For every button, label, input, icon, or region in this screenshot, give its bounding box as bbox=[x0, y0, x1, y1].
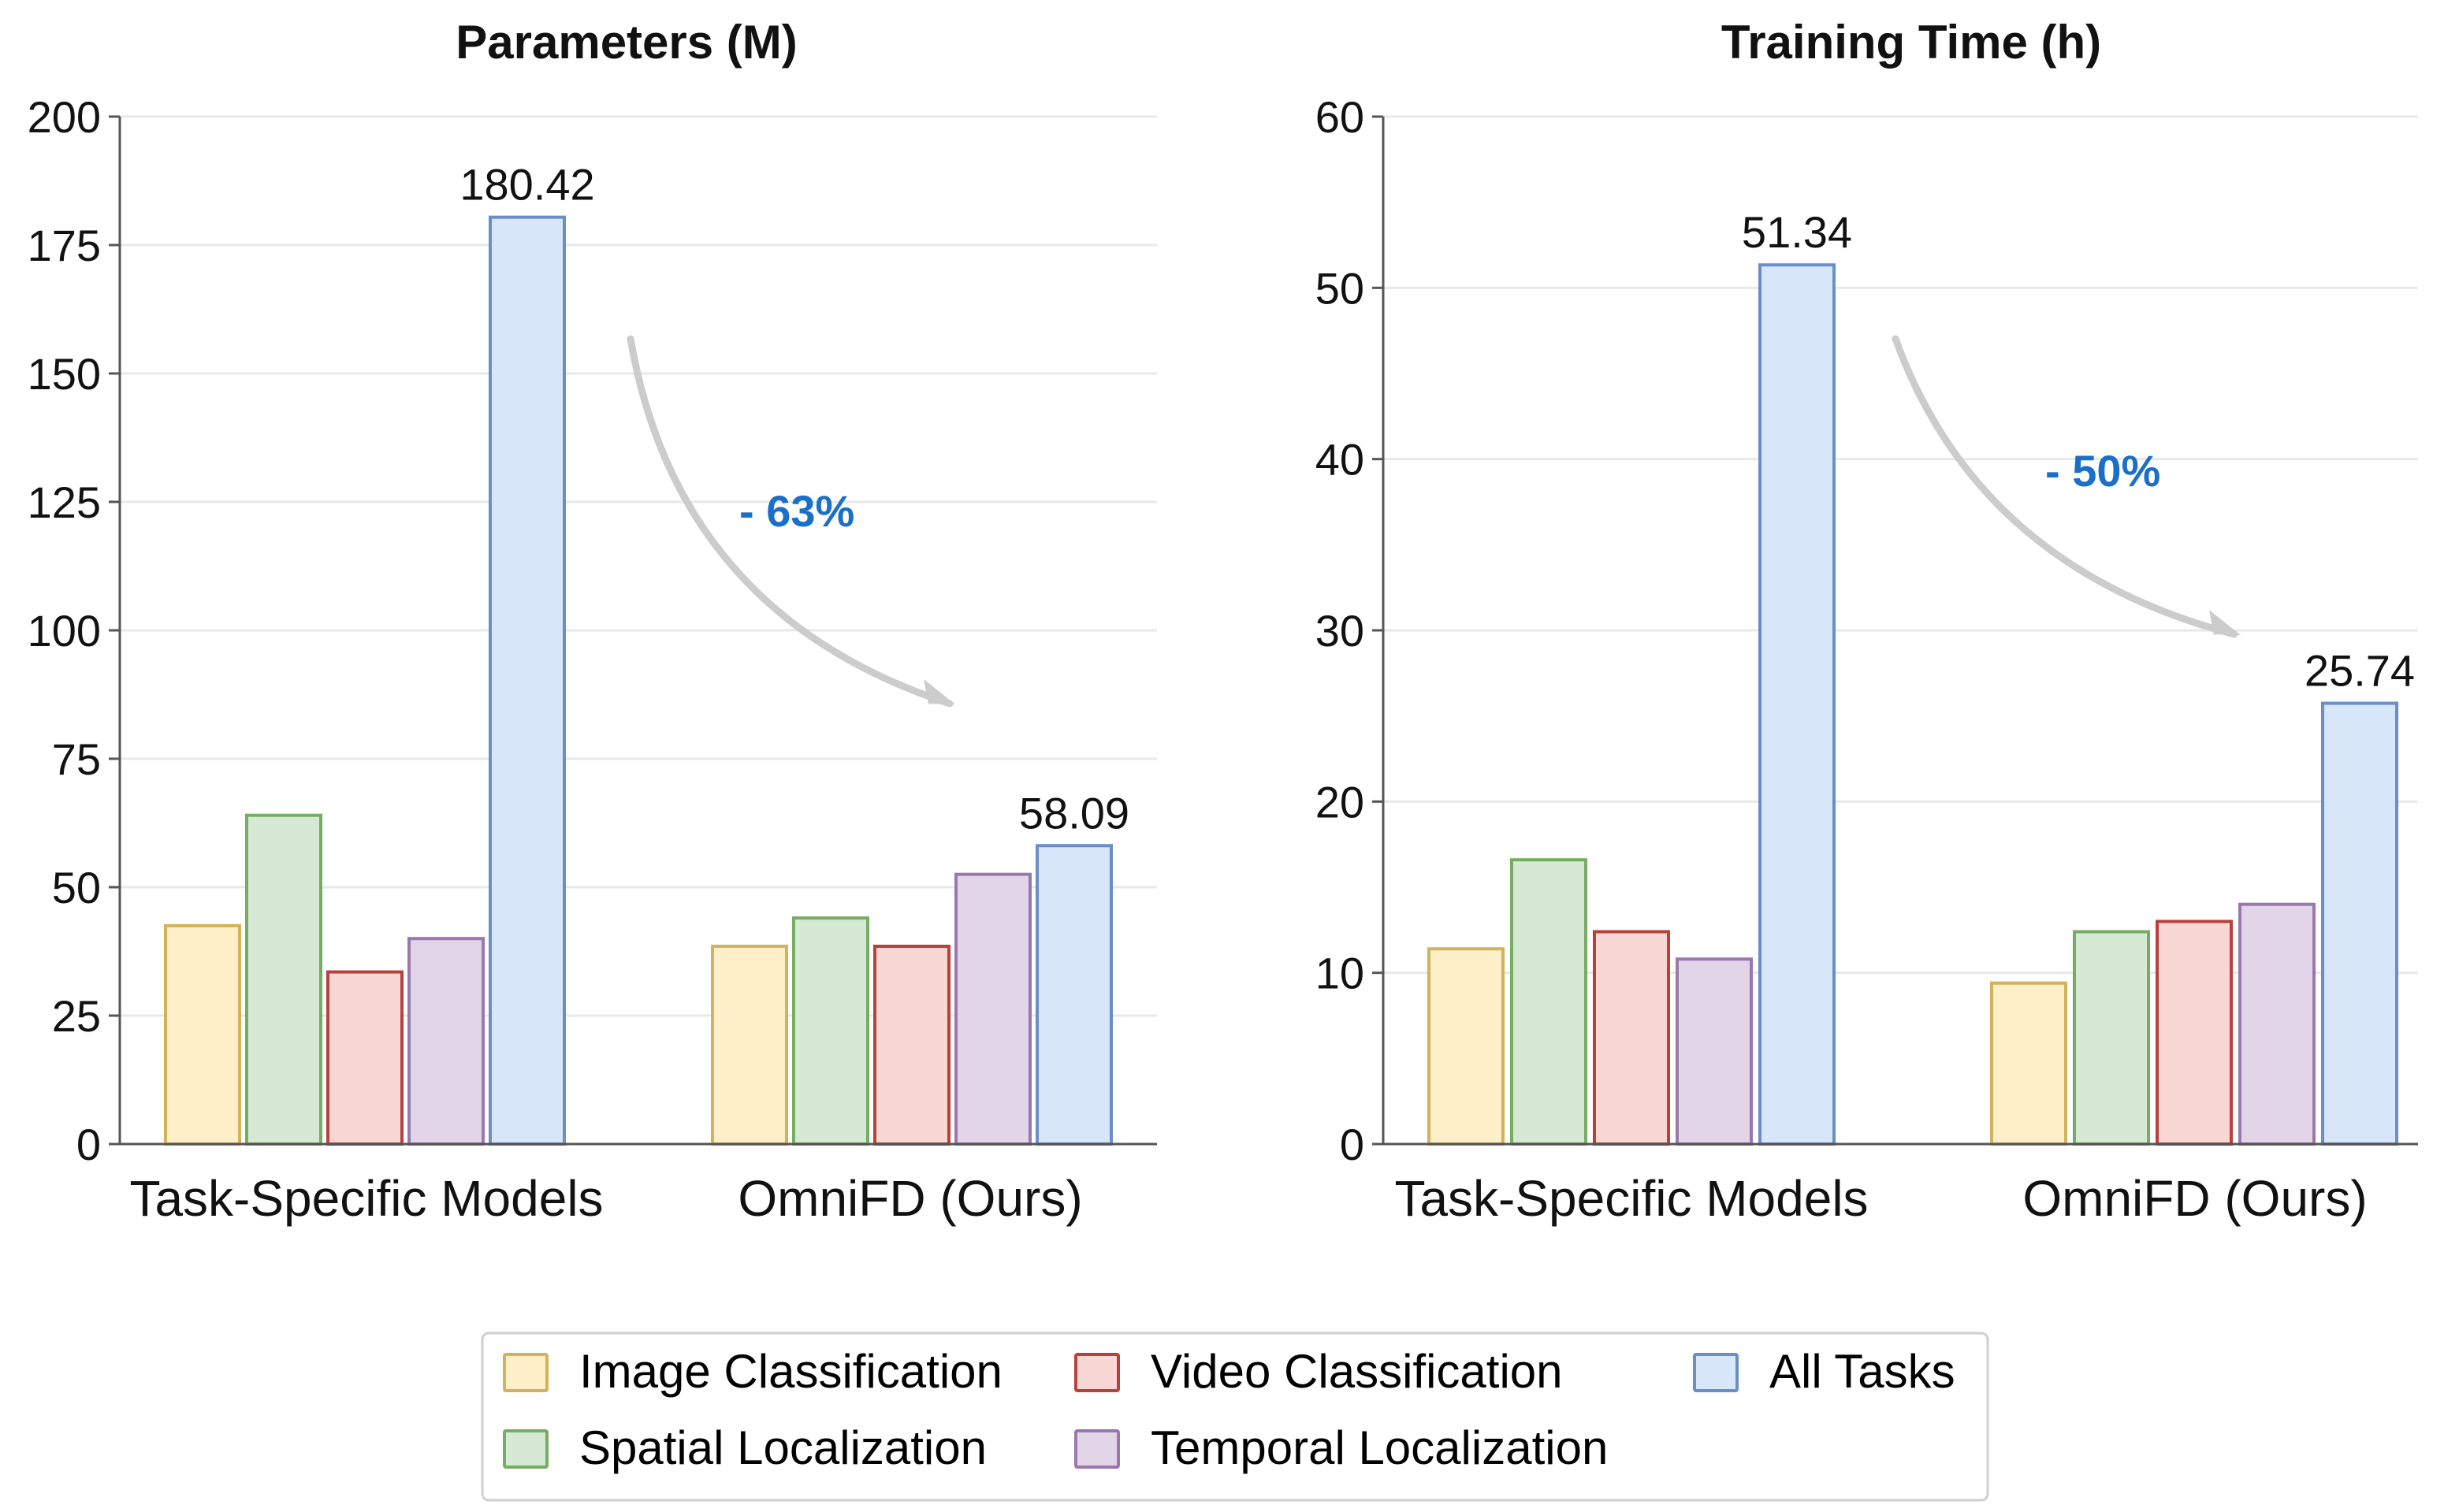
bar-image-classification-omnifd-ours bbox=[711, 944, 788, 1146]
legend-frame bbox=[481, 1332, 1989, 1502]
reduction-arrow bbox=[627, 335, 954, 708]
bar-image-classification-task-specific-models bbox=[164, 923, 241, 1146]
data-label: 51.34 bbox=[1742, 207, 1852, 257]
bar-all-tasks-task-specific-models bbox=[1758, 263, 1836, 1146]
bar-temporal-localization-task-specific-models bbox=[407, 937, 485, 1146]
bar-all-tasks-omnifd-ours bbox=[2321, 701, 2398, 1146]
reduction-annotation: - 63% bbox=[739, 486, 854, 536]
bar-video-classification-omnifd-ours bbox=[2156, 919, 2233, 1146]
y-tick-label: 30 bbox=[1315, 606, 1364, 656]
y-tick-label: 50 bbox=[52, 863, 101, 912]
legend-swatch-video-classification bbox=[1074, 1353, 1120, 1392]
legend: Image Classification Spatial Localizatio… bbox=[481, 1332, 1989, 1502]
legend-item-all-tasks: All Tasks bbox=[1693, 1345, 1955, 1398]
training-time-chart: Training Time (h) 0 10 20 30 40 50 60 51.34 Task-… bbox=[1315, 16, 2418, 1227]
legend-item-spatial-localization: Spatial Localization bbox=[503, 1421, 987, 1474]
data-label: 58.09 bbox=[1019, 788, 1129, 838]
chart-title: Parameters (M) bbox=[456, 16, 798, 69]
bar-spatial-localization-omnifd-ours bbox=[2073, 930, 2150, 1146]
bar-video-classification-omnifd-ours bbox=[873, 944, 950, 1146]
bar-spatial-localization-task-specific-models bbox=[1510, 858, 1587, 1146]
bar-image-classification-omnifd-ours bbox=[1990, 981, 2067, 1146]
arrow-head-icon bbox=[2209, 610, 2241, 635]
y-tick-label: 10 bbox=[1315, 949, 1364, 998]
bar-spatial-localization-task-specific-models bbox=[245, 813, 322, 1146]
y-tick-label: 150 bbox=[28, 349, 101, 399]
x-tick-label: OmniFD (Ours) bbox=[2022, 1170, 2367, 1227]
bar-video-classification-task-specific-models bbox=[1593, 930, 1670, 1146]
data-label: 180.42 bbox=[459, 160, 594, 210]
bar-all-tasks-task-specific-models bbox=[489, 215, 566, 1146]
y-tick-label: 0 bbox=[76, 1120, 101, 1169]
x-tick-label: Task-Specific Models bbox=[129, 1170, 603, 1227]
data-label: 25.74 bbox=[2305, 646, 2415, 696]
bar-all-tasks-omnifd-ours bbox=[1036, 844, 1113, 1146]
bar-temporal-localization-task-specific-models bbox=[1676, 957, 1753, 1146]
reduction-arrow bbox=[1892, 335, 2238, 638]
y-tick-label: 75 bbox=[52, 734, 101, 784]
legend-label: Image Classification bbox=[579, 1345, 1003, 1398]
y-tick-label: 100 bbox=[28, 606, 101, 656]
y-tick-label: 50 bbox=[1315, 263, 1364, 313]
legend-swatch-all-tasks bbox=[1693, 1353, 1739, 1392]
y-tick-label: 0 bbox=[1340, 1120, 1364, 1169]
y-tick-label: 60 bbox=[1315, 92, 1364, 142]
reduction-annotation: - 50% bbox=[2045, 446, 2160, 496]
bar-temporal-localization-omnifd-ours bbox=[954, 872, 1032, 1146]
y-tick-label: 125 bbox=[28, 477, 101, 527]
y-tick-label: 40 bbox=[1315, 435, 1364, 485]
arrow-head-icon bbox=[924, 679, 955, 704]
legend-label: Temporal Localization bbox=[1151, 1421, 1608, 1474]
parameters-chart: Parameters (M) 0 25 50 75 100 125 150 175 200 180.… bbox=[28, 16, 1157, 1227]
chart-title: Training Time (h) bbox=[1721, 16, 2101, 69]
y-tick-label: 25 bbox=[52, 991, 101, 1041]
x-tick-label: Task-Specific Models bbox=[1394, 1170, 1868, 1227]
legend-swatch-image-classification bbox=[503, 1353, 549, 1392]
legend-label: Video Classification bbox=[1151, 1345, 1563, 1398]
legend-item-image-classification: Image Classification bbox=[503, 1345, 1003, 1398]
legend-swatch-spatial-localization bbox=[503, 1429, 549, 1469]
x-tick-label: OmniFD (Ours) bbox=[738, 1170, 1082, 1227]
y-tick-label: 175 bbox=[28, 221, 101, 270]
bar-video-classification-task-specific-models bbox=[326, 970, 404, 1146]
y-tick-label: 200 bbox=[28, 92, 101, 142]
legend-item-temporal-localization: Temporal Localization bbox=[1074, 1421, 1608, 1474]
bar-spatial-localization-omnifd-ours bbox=[792, 916, 869, 1146]
legend-label: All Tasks bbox=[1769, 1345, 1955, 1398]
bar-temporal-localization-omnifd-ours bbox=[2238, 902, 2316, 1146]
bar-image-classification-task-specific-models bbox=[1427, 947, 1505, 1146]
legend-swatch-temporal-localization bbox=[1074, 1429, 1120, 1469]
y-tick-label: 20 bbox=[1315, 777, 1364, 827]
legend-label: Spatial Localization bbox=[579, 1421, 987, 1474]
legend-item-video-classification: Video Classification bbox=[1074, 1345, 1563, 1398]
